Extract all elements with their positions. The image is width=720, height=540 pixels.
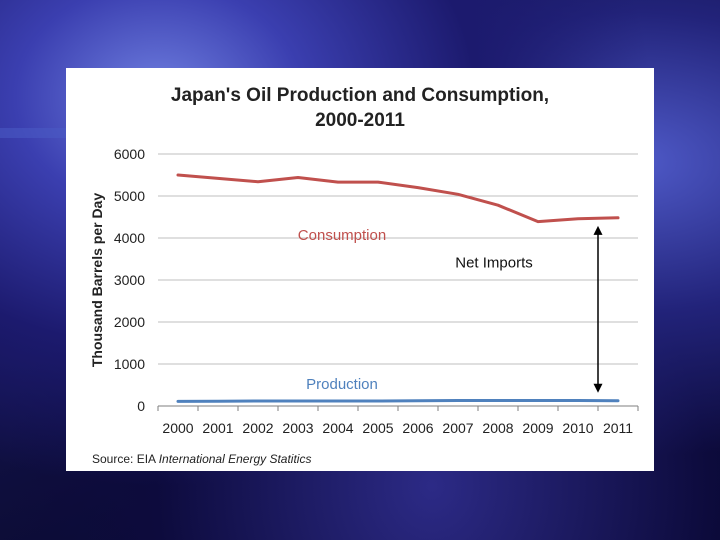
x-tick-label: 2003 <box>282 420 313 436</box>
series-label-consumption: Consumption <box>298 227 386 244</box>
x-tick-label: 2011 <box>603 420 633 436</box>
net-imports-arrowhead-top <box>593 225 603 235</box>
y-tick-label: 4000 <box>114 230 145 246</box>
x-tick-label: 2006 <box>402 420 433 436</box>
x-tick-label: 2000 <box>162 420 193 436</box>
net-imports-label: Net Imports <box>455 254 533 271</box>
x-tick-label: 2005 <box>362 420 393 436</box>
x-tick-label: 2002 <box>242 420 273 436</box>
decorative-bar <box>0 128 66 138</box>
line-chart: 0 1000 2000 3000 4000 5000 6000 Thousand Barrel… <box>89 146 639 436</box>
x-tick-label: 2007 <box>442 420 473 436</box>
x-tick-label: 2004 <box>322 420 353 436</box>
net-imports-arrowhead-bottom <box>593 383 603 393</box>
y-tick-label: 3000 <box>114 272 145 288</box>
y-tick-label: 2000 <box>114 314 145 330</box>
y-tick-label: 0 <box>137 398 145 414</box>
x-tick-label: 2010 <box>562 420 593 436</box>
chart-title: Japan's Oil Production and Consumption, … <box>170 85 550 131</box>
source-title: International Energy Statitics <box>158 452 312 466</box>
y-tick-label: 6000 <box>114 146 145 162</box>
x-tick-label: 2008 <box>482 420 513 436</box>
series-line-production <box>176 399 620 403</box>
series-line-consumption <box>176 173 620 224</box>
series-label-production: Production <box>306 376 378 393</box>
y-tick-label: 5000 <box>114 188 145 204</box>
x-tick-label: 2001 <box>202 420 233 436</box>
y-axis-label: Thousand Barrels per Day <box>89 193 105 367</box>
chart-panel: Japan's Oil Production and Consumption, … <box>66 68 654 471</box>
x-tick-label: 2009 <box>522 420 553 436</box>
source-prefix: Source: EIA <box>92 452 156 466</box>
y-tick-label: 1000 <box>114 356 145 372</box>
source-note: Source: EIA International Energy Statiti… <box>92 452 311 466</box>
